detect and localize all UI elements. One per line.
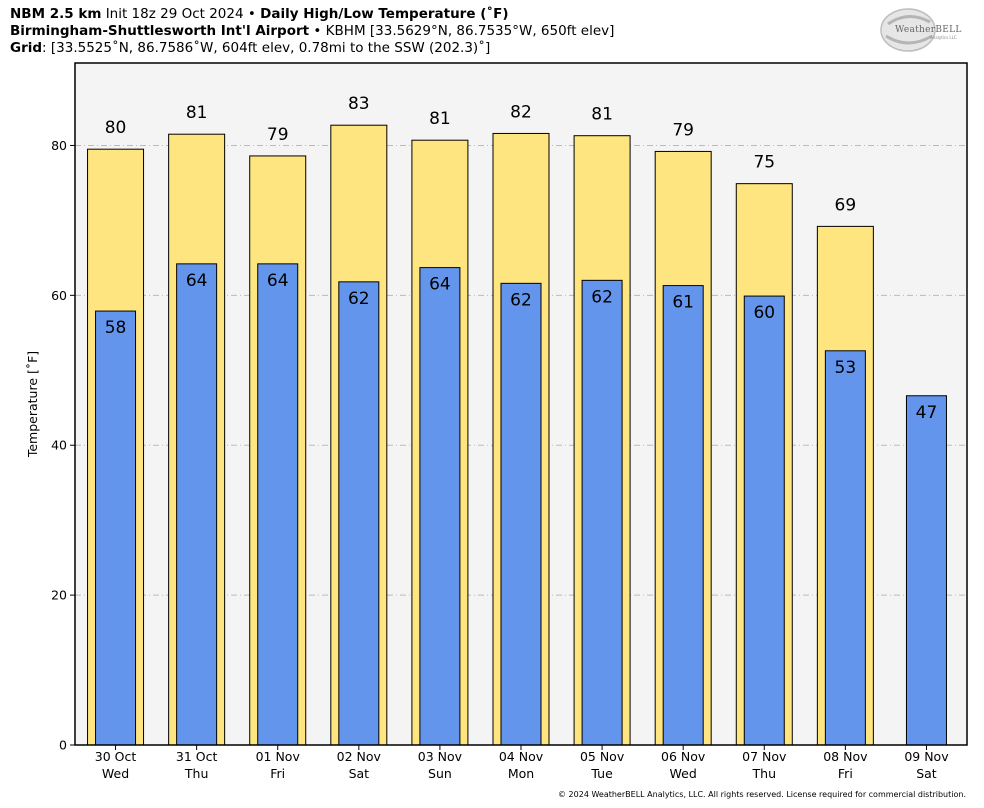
low-temp-bar: [95, 310, 137, 746]
low-temp-label: 58: [105, 318, 127, 338]
day-group: 69 53 08 Nov Fri: [816, 195, 874, 781]
x-tick-weekday: Mon: [508, 766, 534, 781]
low-temp-bar: [257, 263, 299, 746]
high-temp-label: 81: [591, 105, 613, 125]
low-temp-label: 62: [510, 290, 532, 310]
y-tick-label: 80: [51, 138, 67, 153]
low-temp-label: 62: [591, 287, 613, 307]
high-temp-label: 79: [267, 125, 289, 145]
x-tick-date: 05 Nov: [580, 749, 625, 764]
low-temp-bar: [662, 285, 704, 746]
day-group: 83 62 02 Nov Sat: [330, 94, 388, 781]
x-tick-weekday: Fri: [838, 766, 853, 781]
day-group: 75 60 07 Nov Thu: [735, 153, 793, 781]
low-temp-label: 64: [267, 271, 289, 291]
day-group: 47 09 Nov Sat: [904, 395, 949, 781]
x-tick-weekday: Sat: [349, 766, 370, 781]
low-temp-label: 62: [348, 289, 370, 309]
high-temp-label: 83: [348, 94, 370, 114]
low-temp-bar: [176, 263, 218, 746]
x-tick-date: 31 Oct: [176, 749, 218, 764]
x-tick-weekday: Wed: [102, 766, 129, 781]
high-temp-label: 75: [753, 153, 775, 173]
low-temp-bar: [824, 350, 866, 746]
day-group: 81 64 31 Oct Thu: [168, 103, 226, 781]
high-temp-label: 81: [429, 109, 451, 129]
low-temp-bar: [581, 279, 623, 746]
day-group: 79 61 06 Nov Wed: [654, 120, 712, 781]
day-group: 79 64 01 Nov Fri: [249, 125, 307, 781]
high-temp-label: 81: [186, 103, 208, 123]
x-tick-weekday: Tue: [590, 766, 613, 781]
chart-title: Daily High/Low Temperature (˚F): [260, 6, 509, 22]
model-name: NBM 2.5 km: [10, 6, 102, 22]
low-temp-label: 61: [672, 293, 694, 313]
header-line-2: Birmingham-Shuttlesworth Int'l Airport •…: [10, 23, 614, 40]
x-tick-weekday: Sun: [428, 766, 452, 781]
x-tick-date: 06 Nov: [661, 749, 706, 764]
low-temp-label: 60: [753, 303, 775, 323]
low-temp-bar: [743, 295, 785, 746]
separator: •: [247, 6, 256, 22]
y-tick-label: 40: [51, 438, 67, 453]
x-tick-date: 04 Nov: [499, 749, 544, 764]
y-tick-label: 0: [59, 738, 67, 753]
x-tick-date: 03 Nov: [418, 749, 463, 764]
x-tick-weekday: Thu: [752, 766, 776, 781]
x-tick-date: 09 Nov: [904, 749, 949, 764]
separator: •: [313, 23, 322, 39]
station-name: Birmingham-Shuttlesworth Int'l Airport: [10, 23, 310, 39]
grid-detail: : [33.5525˚N, 86.7586˚W, 604ft elev, 0.7…: [42, 40, 491, 56]
y-tick-label: 20: [51, 588, 67, 603]
high-temp-label: 79: [672, 120, 694, 140]
day-group: 82 62 04 Nov Mon: [492, 102, 550, 781]
init-time: Init 18z 29 Oct 2024: [105, 6, 244, 22]
plot-frame: [74, 62, 968, 746]
low-temp-bar: [905, 395, 947, 746]
grid-label: Grid: [10, 40, 43, 56]
day-group: 81 62 05 Nov Tue: [573, 105, 631, 781]
low-temp-bar: [500, 282, 542, 746]
station-detail: KBHM [33.5629°N, 86.7535°W, 650ft elev]: [325, 23, 615, 39]
x-tick-date: 07 Nov: [742, 749, 787, 764]
high-temp-label: 80: [105, 118, 127, 138]
header-line-3: Grid: [33.5525˚N, 86.7586˚W, 604ft elev,…: [10, 40, 490, 57]
low-temp-bar: [419, 267, 461, 746]
low-temp-label: 64: [429, 275, 451, 295]
x-tick-date: 30 Oct: [95, 749, 137, 764]
low-temp-label: 53: [835, 358, 857, 378]
high-temp-label: 82: [510, 102, 532, 122]
logo-wordmark: WeatherBELL: [895, 25, 962, 35]
x-tick-date: 01 Nov: [256, 749, 301, 764]
x-tick-weekday: Fri: [270, 766, 285, 781]
y-tick-label: 60: [51, 288, 67, 303]
day-group: 81 64 03 Nov Sun: [411, 109, 469, 781]
high-temp-label: 69: [835, 195, 857, 215]
y-axis-label: Temperature [˚F]: [25, 351, 40, 458]
low-temp-label: 47: [916, 403, 938, 423]
low-temp-bar: [338, 281, 380, 746]
x-tick-weekday: Wed: [670, 766, 697, 781]
logo-subtext: Analytics LLC: [930, 35, 957, 40]
x-tick-date: 08 Nov: [823, 749, 868, 764]
weatherbell-logo: [880, 8, 936, 52]
header-line-1: NBM 2.5 km Init 18z 29 Oct 2024 • Daily …: [10, 6, 509, 23]
copyright-footer: © 2024 WeatherBELL Analytics, LLC. All r…: [558, 790, 966, 799]
low-temp-label: 64: [186, 271, 208, 291]
x-tick-weekday: Thu: [184, 766, 208, 781]
x-tick-weekday: Sat: [916, 766, 937, 781]
day-group: 80 58 30 Oct Wed: [87, 118, 145, 781]
x-tick-date: 02 Nov: [337, 749, 382, 764]
